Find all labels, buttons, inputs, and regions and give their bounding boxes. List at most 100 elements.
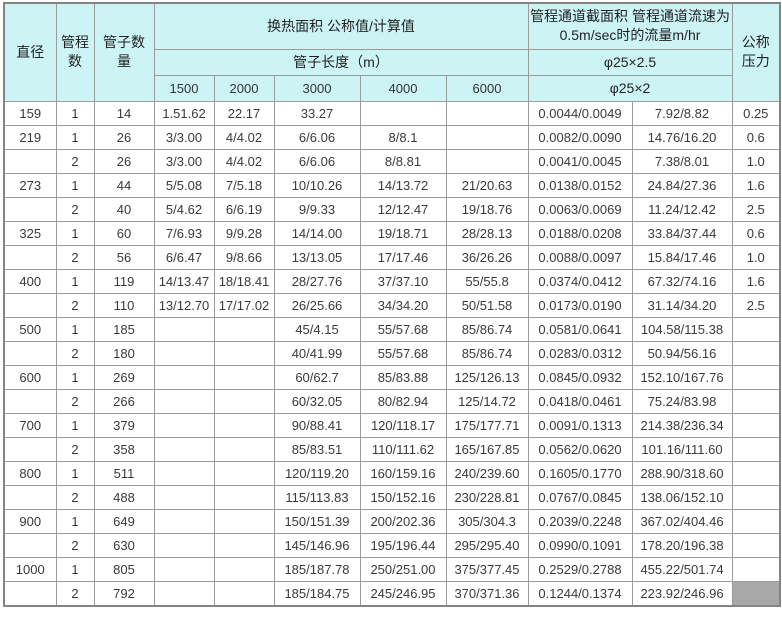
cell-len-4000: 14/13.72 (359, 172, 447, 198)
cell-diameter: 273 (3, 172, 57, 198)
cell-diameter (3, 484, 57, 510)
cell-len-1500: 6/6.47 (153, 244, 215, 270)
cell-len-6000: 85/86.74 (445, 340, 529, 366)
cell-len-4000: 160/159.16 (359, 460, 447, 486)
cell-flow-rate: 214.38/236.34 (631, 412, 733, 438)
table-row: 325 1 60 7/6.93 9/9.28 14/14.00 19/18.71 28/28.… (3, 220, 781, 246)
cell-section-area: 0.1605/0.1770 (527, 460, 633, 486)
cell-diameter (3, 148, 57, 174)
cell-flow-rate: 33.84/37.44 (631, 220, 733, 246)
cell-flow-rate: 24.84/27.36 (631, 172, 733, 198)
cell-passes: 1 (55, 220, 95, 246)
cell-len-4000: 250/251.00 (359, 556, 447, 582)
cell-passes: 1 (55, 268, 95, 294)
cell-section-area: 0.1244/0.1374 (527, 580, 633, 606)
cell-len-1500 (153, 484, 215, 510)
cell-tube-count: 26 (93, 148, 155, 174)
table-row: 800 1 511 120/119.20 160/159.16 240/239.60 0.1… (3, 460, 781, 486)
cell-len-1500: 13/12.70 (153, 292, 215, 318)
cell-len-6000: 165/167.85 (445, 436, 529, 462)
cell-passes: 2 (55, 580, 95, 606)
header-diameter: 直径 (3, 2, 57, 102)
cell-len-1500 (153, 388, 215, 414)
table-row: 900 1 649 150/151.39 200/202.36 305/304.3 0.20… (3, 508, 781, 534)
cell-section-area: 0.0173/0.0190 (527, 292, 633, 318)
header-passes: 管程数 (55, 2, 95, 102)
selected-cell (731, 580, 781, 606)
cell-flow-rate: 15.84/17.46 (631, 244, 733, 270)
cell-len-6000: 36/26.26 (445, 244, 529, 270)
cell-len-2000: 4/4.02 (213, 148, 275, 174)
cell-passes: 1 (55, 100, 95, 126)
cell-tube-count: 358 (93, 436, 155, 462)
cell-len-6000: 50/51.58 (445, 292, 529, 318)
cell-len-3000: 40/41.99 (273, 340, 361, 366)
cell-len-2000: 9/8.66 (213, 244, 275, 270)
cell-flow-rate: 75.24/83.98 (631, 388, 733, 414)
cell-len-6000: 125/14.72 (445, 388, 529, 414)
cell-len-1500: 5/4.62 (153, 196, 215, 222)
cell-len-6000: 230/228.81 (445, 484, 529, 510)
cell-nominal-pressure: 0.6 (731, 124, 781, 150)
cell-len-4000: 85/83.88 (359, 364, 447, 390)
cell-len-3000: 13/13.05 (273, 244, 361, 270)
cell-len-1500 (153, 532, 215, 558)
cell-tube-count: 26 (93, 124, 155, 150)
cell-len-3000: 45/4.15 (273, 316, 361, 342)
table-row: 273 1 44 5/5.08 7/5.18 10/10.26 14/13.72 21/20.… (3, 172, 781, 198)
table-row: 2 792 185/184.75 245/246.95 370/371.36 0.1244… (3, 580, 781, 606)
cell-len-3000: 185/184.75 (273, 580, 361, 606)
table-row: 2 358 85/83.51 110/111.62 165/167.85 0.0562/0… (3, 436, 781, 462)
cell-nominal-pressure (731, 532, 781, 558)
table-row: 2 26 3/3.00 4/4.02 6/6.06 8/8.81 0.0041/0.0045… (3, 148, 781, 174)
cell-flow-rate: 7.92/8.82 (631, 100, 733, 126)
cell-len-6000: 21/20.63 (445, 172, 529, 198)
cell-passes: 2 (55, 436, 95, 462)
cell-flow-rate: 7.38/8.01 (631, 148, 733, 174)
cell-len-2000 (213, 412, 275, 438)
table-row: 219 1 26 3/3.00 4/4.02 6/6.06 8/8.1 0.0082/0.00… (3, 124, 781, 150)
cell-tube-count: 180 (93, 340, 155, 366)
cell-len-4000: 195/196.44 (359, 532, 447, 558)
cell-passes: 1 (55, 556, 95, 582)
cell-len-3000: 33.27 (273, 100, 361, 126)
cell-section-area: 0.0374/0.0412 (527, 268, 633, 294)
cell-section-area: 0.0581/0.0641 (527, 316, 633, 342)
cell-len-4000: 110/111.62 (359, 436, 447, 462)
cell-len-6000 (445, 148, 529, 174)
cell-len-3000: 150/151.39 (273, 508, 361, 534)
cell-section-area: 0.0990/0.1091 (527, 532, 633, 558)
cell-diameter (3, 436, 57, 462)
cell-len-2000 (213, 388, 275, 414)
cell-len-2000 (213, 484, 275, 510)
table-row: 2 180 40/41.99 55/57.68 85/86.74 0.0283/0.031… (3, 340, 781, 366)
cell-len-4000: 55/57.68 (359, 316, 447, 342)
table-row: 400 1 119 14/13.47 18/18.41 28/27.76 37/37.10 5… (3, 268, 781, 294)
cell-diameter (3, 580, 57, 606)
table-row: 2 40 5/4.62 6/6.19 9/9.33 12/12.47 19/18.76 0.0… (3, 196, 781, 222)
cell-len-3000: 90/88.41 (273, 412, 361, 438)
cell-len-2000 (213, 460, 275, 486)
cell-len-4000: 8/8.1 (359, 124, 447, 150)
cell-len-6000: 175/177.71 (445, 412, 529, 438)
table-row: 2 56 6/6.47 9/8.66 13/13.05 17/17.46 36/26.26 0… (3, 244, 781, 270)
cell-diameter (3, 244, 57, 270)
cell-len-1500: 1.51.62 (153, 100, 215, 126)
cell-flow-rate: 138.06/152.10 (631, 484, 733, 510)
cell-len-1500: 3/3.00 (153, 148, 215, 174)
header-length-3000: 3000 (273, 74, 361, 102)
cell-diameter (3, 340, 57, 366)
cell-len-2000 (213, 340, 275, 366)
cell-len-3000: 115/113.83 (273, 484, 361, 510)
cell-tube-count: 56 (93, 244, 155, 270)
cell-flow-rate: 178.20/196.38 (631, 532, 733, 558)
cell-diameter: 400 (3, 268, 57, 294)
table-row: 1000 1 805 185/187.78 250/251.00 375/377.45 0.… (3, 556, 781, 582)
cell-len-2000 (213, 556, 275, 582)
cell-len-1500: 7/6.93 (153, 220, 215, 246)
cell-diameter: 500 (3, 316, 57, 342)
cell-len-1500 (153, 556, 215, 582)
header-tube-length: 管子长度（m） (153, 48, 529, 76)
cell-tube-count: 119 (93, 268, 155, 294)
cell-len-6000: 295/295.40 (445, 532, 529, 558)
